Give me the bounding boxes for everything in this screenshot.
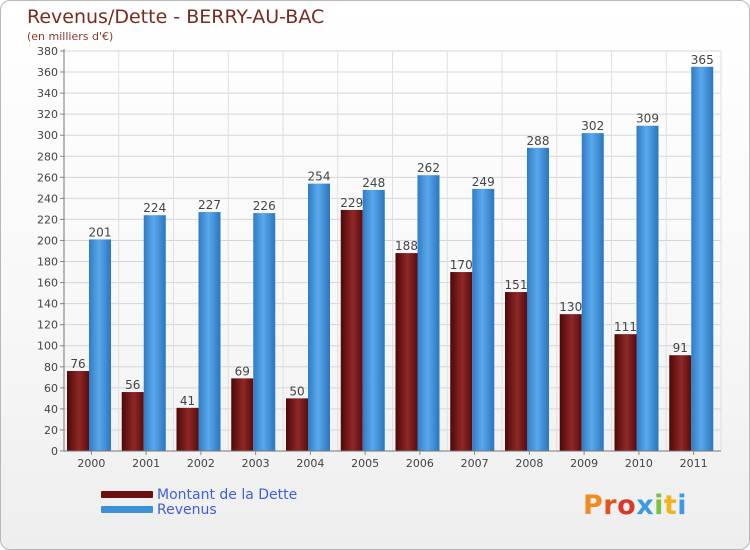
x-tick-label: 2011: [680, 457, 708, 470]
x-tick-label: 2005: [351, 457, 379, 470]
bar-debt-2011: [669, 355, 692, 451]
y-tick-label: 140: [37, 298, 58, 311]
data-label-debt-2000: 76: [70, 357, 85, 371]
data-label-debt-2010: 111: [614, 320, 637, 334]
y-tick-label: 360: [37, 66, 58, 79]
logo-letter: o: [617, 490, 637, 521]
bar-revenue-2009: [581, 133, 604, 451]
legend-label-debt: Montant de la Dette: [157, 486, 298, 503]
x-tick-label: 2010: [625, 457, 653, 470]
x-tick-label: 2000: [77, 457, 105, 470]
data-label-revenue-2003: 226: [253, 199, 276, 213]
bar-debt-2003: [231, 378, 254, 451]
bar-debt-2000: [67, 371, 89, 451]
data-label-revenue-2008: 288: [527, 134, 550, 148]
x-tick-label: 2004: [296, 457, 324, 470]
data-label-revenue-2007: 249: [472, 175, 495, 189]
data-label-revenue-2011: 365: [691, 53, 714, 67]
bar-debt-2007: [450, 272, 473, 451]
data-label-revenue-2002: 227: [198, 198, 221, 212]
y-tick-label: 180: [37, 256, 58, 269]
data-label-revenue-2006: 262: [417, 161, 440, 175]
x-tick-label: 2002: [187, 457, 215, 470]
data-label-debt-2011: 91: [673, 341, 688, 355]
bar-revenue-2007: [472, 188, 495, 452]
bar-revenue-2004: [308, 183, 330, 451]
bar-debt-2005: [340, 209, 363, 451]
y-tick-label: 320: [37, 108, 58, 121]
y-tick-label: 240: [37, 192, 58, 205]
bar-debt-2001: [121, 392, 144, 451]
bar-revenue-2005: [362, 189, 385, 451]
y-tick-label: 60: [44, 382, 58, 395]
x-tick-label: 2006: [406, 457, 434, 470]
chart-subtitle: (en milliers d'€): [27, 30, 114, 43]
data-label-debt-2004: 50: [289, 384, 304, 398]
legend: Montant de la Dette Revenus: [101, 486, 298, 518]
x-tick-label: 2001: [132, 457, 160, 470]
logo-letter: i: [654, 490, 664, 521]
data-label-debt-2002: 41: [180, 394, 195, 408]
y-tick-label: 280: [37, 150, 58, 163]
brand-logo: Proxiti: [583, 490, 687, 521]
bar-revenue-2011: [691, 66, 714, 451]
logo-letter: x: [636, 490, 655, 521]
bar-revenue-2000: [89, 239, 111, 451]
data-label-revenue-2000: 201: [89, 225, 112, 239]
bar-debt-2006: [395, 253, 418, 451]
bar-debt-2004: [286, 398, 308, 451]
legend-swatch-revenue: [101, 506, 153, 513]
y-tick-label: 120: [37, 319, 58, 332]
data-label-debt-2009: 130: [559, 300, 582, 314]
bar-debt-2008: [505, 292, 527, 451]
x-tick-label: 2009: [570, 457, 598, 470]
logo-letter: t: [663, 490, 678, 521]
data-label-debt-2006: 188: [395, 239, 418, 253]
bar-revenue-2002: [198, 212, 221, 451]
y-tick-label: 260: [37, 171, 58, 184]
bar-revenue-2008: [527, 147, 549, 451]
x-tick-label: 2008: [515, 457, 543, 470]
x-tick-label: 2003: [242, 457, 270, 470]
data-label-revenue-2010: 309: [636, 112, 659, 126]
logo-letter: i: [677, 490, 688, 521]
data-label-debt-2005: 229: [340, 196, 363, 210]
data-label-debt-2008: 151: [505, 278, 528, 292]
data-label-revenue-2004: 254: [308, 170, 331, 184]
chart-title: Revenus/Dette - BERRY-AU-BAC: [27, 6, 325, 28]
data-label-debt-2003: 69: [235, 364, 250, 378]
data-label-revenue-2001: 224: [143, 201, 166, 215]
y-tick-label: 20: [44, 424, 58, 437]
data-label-debt-2001: 56: [125, 378, 140, 392]
y-tick-label: 220: [37, 213, 58, 226]
x-tick-label: 2007: [461, 457, 489, 470]
bar-revenue-2001: [143, 215, 166, 451]
bar-debt-2002: [176, 407, 199, 451]
y-tick-label: 200: [37, 234, 58, 247]
legend-item-revenue: Revenus: [101, 501, 297, 518]
y-tick-label: 40: [44, 403, 58, 416]
bar-debt-2009: [559, 314, 582, 451]
y-tick-label: 300: [37, 129, 58, 142]
bar-revenue-2010: [636, 125, 659, 451]
legend-swatch-debt: [101, 491, 153, 498]
data-label-revenue-2009: 302: [581, 119, 604, 133]
data-label-revenue-2005: 248: [362, 176, 385, 190]
bar-revenue-2003: [253, 213, 276, 451]
y-tick-label: 340: [37, 87, 58, 100]
y-tick-label: 380: [37, 45, 58, 58]
legend-label-revenue: Revenus: [157, 501, 217, 518]
logo-letter: r: [603, 490, 618, 521]
legend-item-debt: Montant de la Dette: [101, 486, 298, 503]
data-label-debt-2007: 170: [450, 258, 473, 272]
y-tick-label: 80: [44, 361, 58, 374]
bar-debt-2010: [614, 334, 637, 451]
y-tick-label: 0: [51, 445, 58, 458]
y-tick-label: 100: [37, 340, 58, 353]
logo-letter: P: [583, 490, 604, 521]
bar-revenue-2006: [417, 175, 440, 452]
y-tick-label: 160: [37, 277, 58, 290]
